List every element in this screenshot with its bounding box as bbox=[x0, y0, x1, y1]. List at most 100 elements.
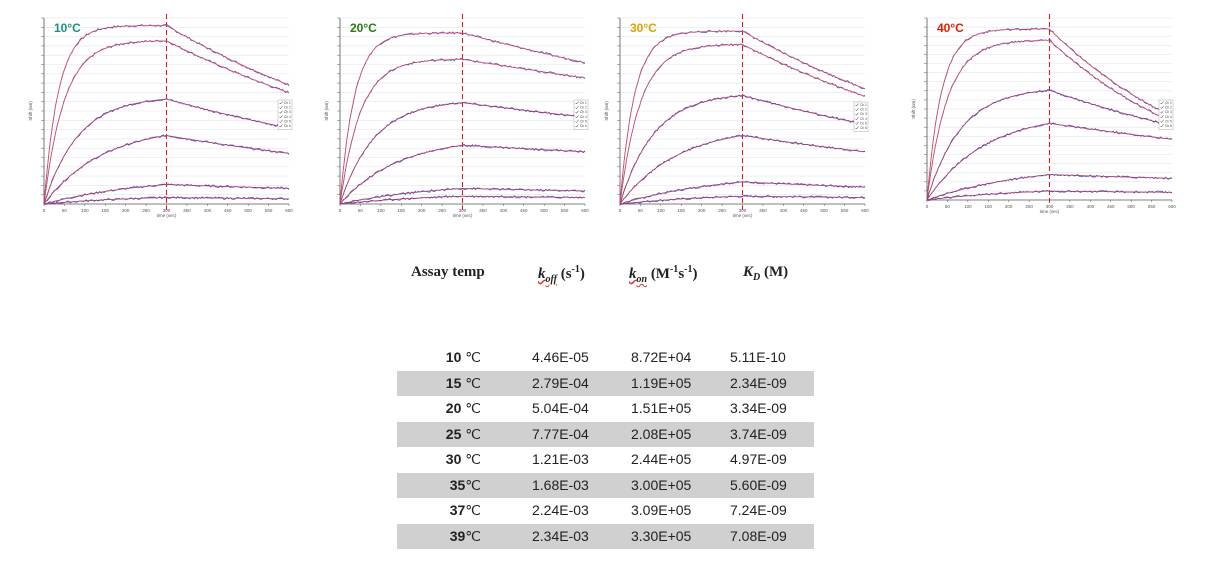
legend-entry: Ch 1 bbox=[860, 103, 867, 107]
sensorgram-fit-overlay bbox=[619, 195, 865, 205]
x-tick-label: 0 bbox=[43, 208, 46, 213]
legend-entry: Ch 6 bbox=[1165, 124, 1172, 128]
sensorgram-fit-curve bbox=[339, 32, 586, 205]
sensorgram-chart: 0 50 100 150 200 250 300 350 400 450 500 550 600 time… bbox=[324, 14, 589, 218]
header-assay-temp: Assay temp bbox=[411, 264, 485, 280]
y-axis-label: Shift (nm) bbox=[324, 101, 329, 121]
cell-koff: 7.77E-04 bbox=[532, 425, 589, 442]
sensorgram-data-trace bbox=[43, 97, 290, 205]
cell-temp: 35℃ bbox=[449, 476, 481, 493]
sensorgram-fit-curve bbox=[619, 44, 866, 205]
legend-entry: Ch 5 bbox=[860, 121, 867, 125]
legend-entry: Ch 4 bbox=[1165, 115, 1172, 119]
legend-entry: Ch 3 bbox=[860, 112, 867, 116]
sensorgram-fit-curve bbox=[43, 40, 290, 205]
sensorgram-chart: 0 50 100 150 200 250 300 350 400 450 500 550 600 time… bbox=[604, 14, 869, 218]
sensorgram-panel-30c: 0 50 100 150 200 250 300 350 400 450 500 550 600 time… bbox=[604, 14, 869, 236]
sensorgram-data-trace bbox=[926, 38, 1173, 201]
check-icon bbox=[855, 126, 859, 130]
x-axis-label: time (sec) bbox=[733, 213, 753, 218]
cell-kd: 3.74E-09 bbox=[730, 425, 787, 442]
check-icon bbox=[279, 101, 283, 105]
sensorgram-fit-overlay bbox=[926, 190, 1172, 201]
x-tick-label: 150 bbox=[984, 204, 992, 209]
x-axis-label: time (sec) bbox=[453, 213, 473, 218]
legend-entry: Ch 3 bbox=[580, 110, 587, 114]
header-kd: KD (M) bbox=[743, 264, 789, 283]
x-tick-label: 100 bbox=[657, 208, 665, 213]
check-icon bbox=[575, 119, 579, 123]
legend-entry: Ch 2 bbox=[860, 108, 867, 112]
cell-kd: 2.34E-09 bbox=[730, 374, 787, 391]
sensorgram-fit-overlay bbox=[339, 144, 586, 205]
x-tick-label: 450 bbox=[224, 208, 232, 213]
legend: Ch 1Ch 2Ch 3Ch 4Ch 5Ch 6 bbox=[1158, 99, 1174, 130]
header-kon: kon (M-1s-1) bbox=[629, 264, 698, 285]
x-tick-label: 150 bbox=[397, 208, 405, 213]
x-tick-label: 550 bbox=[841, 208, 849, 213]
x-tick-label: 100 bbox=[81, 208, 89, 213]
check-icon bbox=[279, 115, 283, 119]
x-tick-label: 200 bbox=[698, 208, 706, 213]
legend: Ch 1Ch 2Ch 3Ch 4Ch 5Ch 6 bbox=[277, 99, 293, 130]
x-tick-label: 250 bbox=[1025, 204, 1033, 209]
cell-temp: 15 ℃ bbox=[445, 374, 481, 391]
table-row: 15 ℃ 2.79E-04 1.19E+05 2.34E-09 bbox=[397, 370, 814, 396]
x-tick-label: 350 bbox=[479, 208, 487, 213]
sensorgram-fit-overlay bbox=[926, 89, 1173, 201]
table-row: 39℃ 2.34E-03 3.30E+05 7.08E-09 bbox=[397, 523, 814, 549]
panel-title: 20°C bbox=[350, 21, 377, 35]
cell-koff: 2.24E-03 bbox=[532, 502, 589, 518]
cell-kd: 5.60E-09 bbox=[730, 476, 787, 493]
y-axis-label: Shift (nm) bbox=[604, 101, 609, 121]
check-icon bbox=[1160, 115, 1164, 119]
x-tick-label: 350 bbox=[759, 208, 767, 213]
check-icon bbox=[1160, 124, 1164, 128]
legend-entry: Ch 2 bbox=[1165, 106, 1172, 110]
x-tick-label: 250 bbox=[142, 208, 150, 213]
plot-area: 0 50 100 150 200 250 300 350 400 450 500 550 600 time… bbox=[324, 14, 589, 218]
check-icon bbox=[575, 115, 579, 119]
x-tick-label: 500 bbox=[540, 208, 548, 213]
legend-entry: Ch 5 bbox=[580, 119, 587, 123]
x-tick-label: 550 bbox=[1148, 204, 1156, 209]
sensorgram-data-trace bbox=[339, 31, 585, 206]
sensorgram-fit-curve bbox=[926, 39, 1173, 201]
cell-temp: 25 ℃ bbox=[445, 425, 481, 442]
check-icon bbox=[1160, 105, 1164, 109]
cell-koff: 1.21E-03 bbox=[532, 451, 589, 467]
cell-kon: 3.30E+05 bbox=[631, 527, 692, 544]
sensorgram-fit-curve bbox=[619, 30, 866, 205]
table-header-row: Assay temp koff (s-1) kon (M-1s-1) KD (M… bbox=[0, 264, 1218, 290]
x-tick-label: 400 bbox=[500, 208, 508, 213]
cell-kon: 3.09E+05 bbox=[631, 502, 692, 518]
legend-entry: Ch 2 bbox=[284, 106, 291, 110]
x-tick-label: 450 bbox=[520, 208, 528, 213]
check-icon bbox=[575, 124, 579, 128]
sensorgram-data-trace bbox=[926, 173, 1173, 201]
plot-area: 0 50 100 150 200 250 300 350 400 450 500 550 600 time… bbox=[604, 14, 869, 218]
table-row: 37℃ 2.24E-03 3.09E+05 7.24E-09 bbox=[397, 498, 814, 524]
x-tick-label: 200 bbox=[418, 208, 426, 213]
legend-entry: Ch 4 bbox=[860, 117, 867, 121]
x-tick-label: 150 bbox=[677, 208, 685, 213]
x-tick-label: 50 bbox=[945, 204, 951, 209]
legend-entry: Ch 1 bbox=[580, 101, 587, 105]
legend-entry: Ch 6 bbox=[284, 124, 291, 128]
x-tick-label: 50 bbox=[358, 208, 364, 213]
plot-area: 0 50 100 150 200 250 300 350 400 450 500 550 600 time… bbox=[911, 14, 1176, 214]
sensorgram-fit-overlay bbox=[43, 197, 289, 205]
x-tick-label: 450 bbox=[1107, 204, 1115, 209]
x-tick-label: 250 bbox=[438, 208, 446, 213]
cell-temp: 30 ℃ bbox=[445, 451, 481, 467]
x-tick-label: 500 bbox=[244, 208, 252, 213]
x-tick-label: 250 bbox=[718, 208, 726, 213]
x-tick-label: 100 bbox=[377, 208, 385, 213]
check-icon bbox=[855, 121, 859, 125]
cell-koff: 1.68E-03 bbox=[532, 476, 589, 493]
cell-kd: 7.24E-09 bbox=[730, 502, 787, 518]
check-icon bbox=[279, 119, 283, 123]
sensorgram-fit-overlay bbox=[43, 184, 289, 205]
legend-entry: Ch 3 bbox=[1165, 110, 1172, 114]
panel-title: 10°C bbox=[54, 21, 81, 35]
